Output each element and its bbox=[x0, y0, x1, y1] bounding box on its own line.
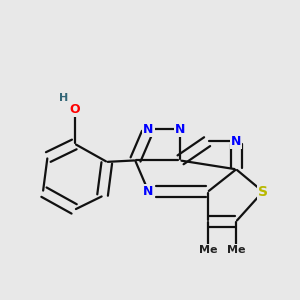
Text: N: N bbox=[143, 185, 154, 198]
Text: N: N bbox=[143, 123, 154, 136]
Text: N: N bbox=[231, 135, 242, 148]
Text: H: H bbox=[58, 93, 68, 103]
Text: O: O bbox=[70, 103, 80, 116]
Text: N: N bbox=[175, 123, 185, 136]
Text: S: S bbox=[258, 184, 268, 199]
Text: O: O bbox=[70, 103, 80, 116]
Text: Me: Me bbox=[199, 244, 217, 255]
Text: Me: Me bbox=[227, 244, 245, 255]
